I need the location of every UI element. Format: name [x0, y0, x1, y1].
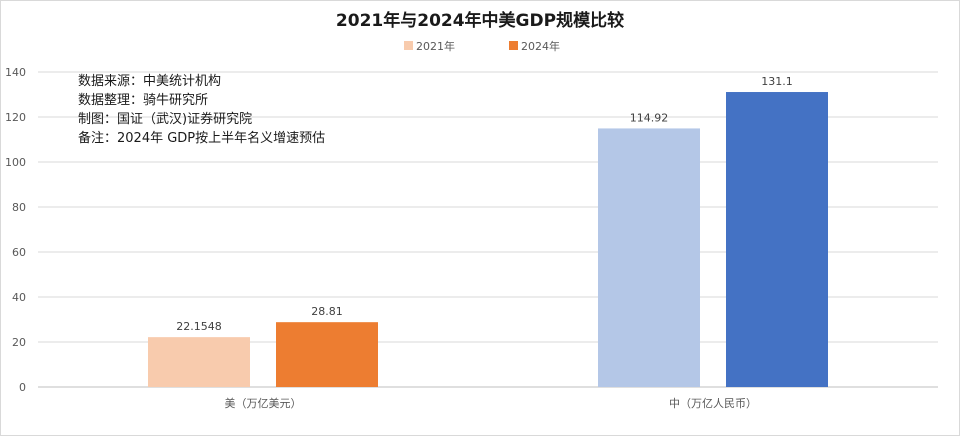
- annotation-line: 数据整理：骑牛研究所: [78, 93, 208, 108]
- y-tick-label: 100: [5, 156, 26, 169]
- legend-entry: 2021年: [416, 39, 455, 53]
- data-label: 131.1: [761, 75, 793, 88]
- legend-entry: 2024年: [521, 39, 560, 53]
- annotation-line: 备注：2024年 GDP按上半年名义增速预估: [78, 130, 325, 146]
- annotation-line: 制图：国证（武汉)证券研究院: [78, 111, 252, 127]
- data-labels: 22.1548 28.81 114.92 131.1: [176, 75, 793, 333]
- y-tick-label: 120: [5, 111, 26, 124]
- data-label: 28.81: [311, 305, 343, 318]
- bar: [148, 337, 250, 387]
- legend-swatch: [404, 41, 413, 50]
- y-tick-label: 0: [19, 381, 26, 394]
- bar: [598, 128, 700, 387]
- y-tick-label: 60: [12, 246, 26, 259]
- chart-title: 2021年与2024年中美GDP规模比较: [336, 10, 624, 31]
- data-label: 114.92: [630, 111, 669, 124]
- legend-swatch: [509, 41, 518, 50]
- y-tick-label: 20: [12, 336, 26, 349]
- x-category-label: 美（万亿美元）: [225, 397, 302, 410]
- bar: [726, 92, 828, 388]
- annotations: 数据来源：中美统计机构数据整理：骑牛研究所制图：国证（武汉)证券研究院备注：20…: [78, 74, 325, 146]
- y-tick-label: 40: [12, 291, 26, 304]
- bar: [276, 322, 378, 387]
- category-labels: 美（万亿美元） 中（万亿人民币）: [225, 397, 758, 410]
- x-category-label: 中（万亿人民币）: [669, 397, 757, 410]
- legend: 2021年 2024年: [404, 39, 560, 53]
- y-axis-ticks: 0 20 40 60 80 100 120 140: [5, 66, 26, 394]
- bars: [148, 92, 828, 388]
- data-label: 22.1548: [176, 320, 222, 333]
- y-tick-label: 80: [12, 201, 26, 214]
- y-tick-label: 140: [5, 66, 26, 79]
- annotation-line: 数据来源：中美统计机构: [78, 74, 221, 89]
